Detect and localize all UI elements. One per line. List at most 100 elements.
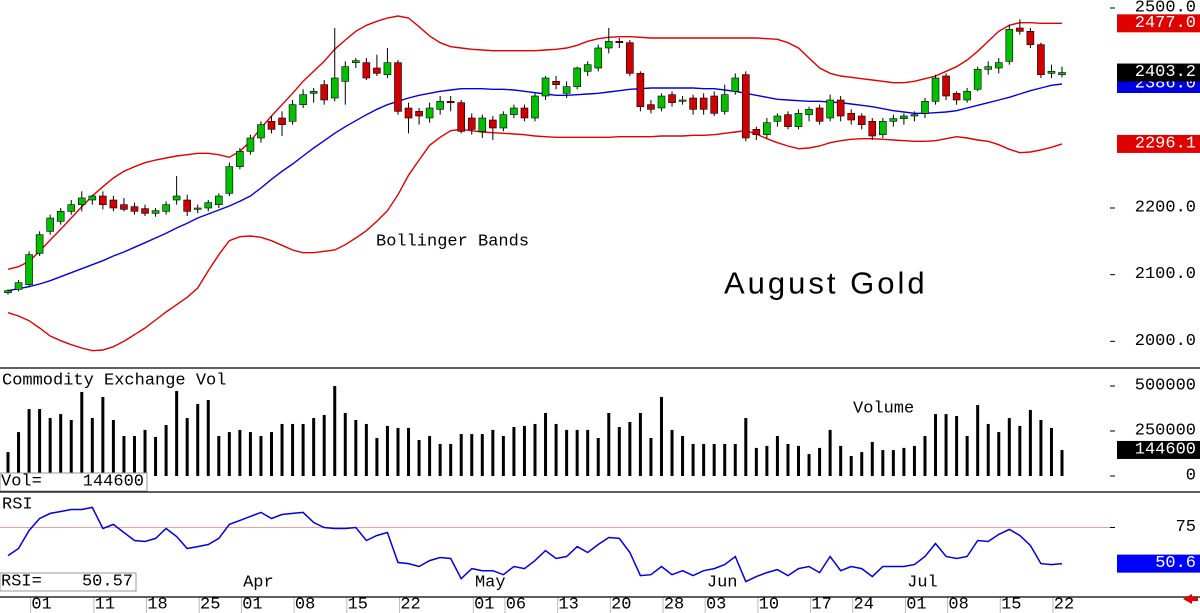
volume-bar [723, 443, 727, 476]
volume-bar [765, 445, 769, 476]
volume-bar [122, 436, 126, 476]
volume-bar [322, 414, 326, 476]
candle-body [67, 204, 76, 212]
candle-body [467, 117, 476, 130]
volume-bar [438, 443, 442, 476]
candle-body [130, 206, 139, 212]
volume-bar [407, 427, 411, 476]
annotation: Bollinger Bands [376, 233, 529, 252]
candle-body [973, 69, 982, 90]
volume-bar [1028, 409, 1032, 476]
candle-body [815, 107, 824, 122]
x-tick-label: 11 [95, 596, 115, 613]
x-tick-label: 01 [242, 596, 262, 613]
volume-bar [385, 425, 389, 476]
x-tick-label: 08 [948, 596, 968, 613]
candle-body [77, 197, 86, 205]
volume-bar [586, 429, 590, 476]
volume-bar [154, 436, 158, 476]
readout-value: 50.57 [82, 573, 133, 592]
candle-body [489, 119, 497, 129]
volume-bar [333, 385, 337, 476]
candle-body [204, 202, 213, 209]
x-tick-label: 13 [558, 596, 578, 613]
volume-bar [6, 452, 10, 476]
volume-bar [1039, 420, 1043, 476]
candle-body [299, 94, 307, 105]
candle-body [99, 195, 107, 205]
volume-bar [259, 436, 263, 476]
x-tick-label: 18 [147, 596, 167, 613]
candle-body [193, 207, 202, 210]
volume-bar [997, 432, 1001, 476]
volume-bar [670, 429, 674, 476]
last-value-box [1117, 14, 1200, 33]
candle-body [373, 67, 381, 74]
y-tick-label: 2000.0 [1135, 332, 1196, 351]
candle-body [25, 254, 33, 285]
volume-bar [512, 427, 516, 476]
volume-bar [217, 436, 221, 476]
candle-body [109, 199, 118, 209]
candle-body [320, 84, 329, 101]
last-value-box [1117, 440, 1200, 459]
volume-bar [1060, 449, 1064, 476]
volume-bar [849, 456, 853, 476]
candle-body [162, 204, 170, 212]
candle-body [215, 195, 223, 205]
last-value-label: 2477.0 [1135, 14, 1196, 33]
candle-body [647, 104, 655, 110]
candle-body [583, 64, 592, 72]
readout-label: RSI= [1, 573, 42, 592]
volume-bar [1018, 425, 1022, 476]
x-tick-label: 03 [706, 596, 726, 613]
volume-bar [638, 412, 642, 476]
candle-body [394, 62, 402, 112]
candle-body [994, 62, 1003, 69]
readout-box [0, 472, 148, 492]
candle-body [267, 121, 276, 130]
volume-bar [280, 423, 284, 476]
plots [0, 15, 1110, 583]
volume-bar [860, 452, 864, 476]
rsi-line [7, 506, 1063, 583]
volume-bar [164, 425, 168, 476]
x-tick-label: 17 [811, 596, 831, 613]
month-label: Jun [707, 574, 738, 593]
panel-title: Commodity Exchange Vol [2, 372, 226, 391]
volume-bar [786, 443, 790, 476]
candle-body [784, 114, 792, 127]
candle-body [1037, 44, 1045, 75]
volume-bar [628, 421, 632, 476]
scroll-arrow[interactable] [1183, 594, 1198, 604]
y-tick-label: 250000 [1135, 421, 1196, 440]
candle-body [446, 101, 455, 103]
candle-body [404, 107, 413, 119]
candle-body [773, 115, 782, 122]
volume-bar [797, 445, 800, 476]
candle-body [657, 95, 666, 109]
x-tick-label: 10 [759, 596, 779, 613]
volume-bar [807, 454, 811, 476]
volume-bar [607, 412, 611, 476]
volume-bar [965, 436, 969, 476]
volume-bar [248, 432, 252, 476]
volume-bar [364, 423, 368, 476]
volume-bar [1049, 427, 1053, 476]
candle-body [341, 66, 350, 82]
volume-bar [596, 438, 600, 476]
volume-bar [101, 396, 105, 476]
candle-body [278, 117, 286, 125]
candle-body [921, 101, 929, 114]
volume-bar [143, 429, 147, 476]
candle-body [984, 66, 993, 70]
x-tick-label: 01 [31, 596, 51, 613]
candle-body [763, 122, 771, 135]
candle-body [56, 211, 65, 222]
candle-body [857, 115, 866, 125]
volume-bar [617, 427, 621, 476]
volume-bar [480, 434, 484, 476]
candle-body [805, 109, 813, 115]
candle-body [478, 117, 487, 132]
